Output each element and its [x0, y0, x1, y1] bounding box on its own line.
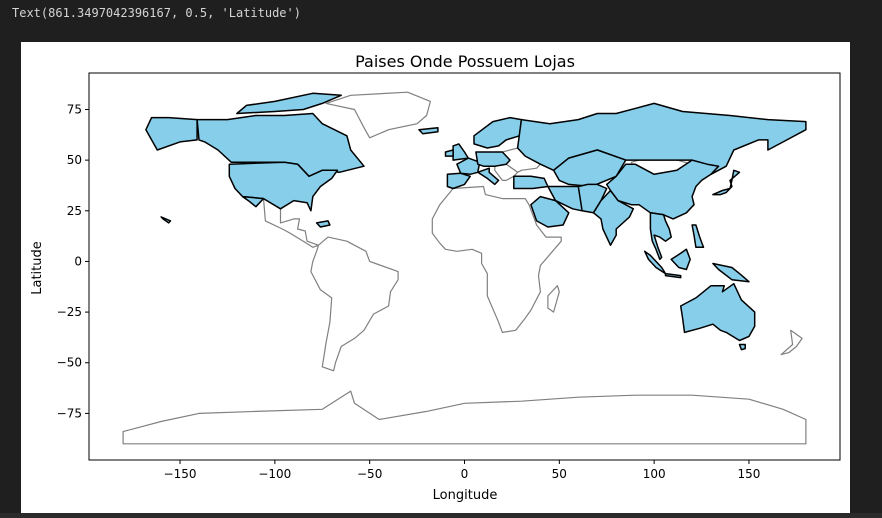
x-tick-label: −100 — [258, 467, 291, 481]
x-axis-label: Longitude — [433, 488, 498, 503]
country-japan — [712, 169, 741, 196]
country-arctic-islands — [236, 92, 342, 115]
country-alaska — [145, 116, 198, 151]
country-turkey — [513, 175, 549, 190]
x-axis-ticks: −150 −100 −50 0 50 100 150 — [164, 460, 761, 481]
country-tasmania — [738, 343, 746, 351]
y-tick-label: −75 — [57, 406, 82, 420]
country-philippines — [691, 224, 705, 249]
x-tick-label: 0 — [461, 467, 469, 481]
y-tick-label: −50 — [57, 356, 82, 370]
cell-output-text: Text(861.3497042396167, 0.5, 'Latitude') — [12, 6, 301, 20]
country-ireland — [444, 149, 454, 157]
country-madagascar — [547, 285, 560, 313]
map-chart: Paises Onde Possuem Lojas −150 −100 −50 0 50… — [30, 52, 841, 503]
country-china — [605, 159, 720, 220]
country-afghanistan-pakistan — [577, 183, 608, 214]
country-sumatra — [643, 250, 667, 275]
country-south-america — [310, 236, 399, 372]
country-australia — [679, 282, 756, 342]
x-tick-label: 150 — [738, 467, 761, 481]
y-tick-label: −25 — [57, 305, 82, 319]
country-saudi-arabia — [530, 195, 570, 228]
country-india — [592, 189, 635, 246]
y-axis-label: Latitude — [30, 241, 45, 295]
map-figure: Paises Onde Possuem Lojas −150 −100 −50 0 50… — [21, 42, 850, 513]
country-hawaii — [160, 216, 172, 224]
country-uk — [452, 143, 470, 161]
x-tick-label: 50 — [552, 467, 567, 481]
y-axis-ticks: 75 50 25 0 −25 −50 −75 — [57, 102, 89, 420]
non-highlighted-countries — [122, 91, 807, 445]
x-tick-label: −50 — [357, 467, 382, 481]
country-iberia — [446, 172, 471, 190]
country-borneo — [670, 248, 691, 271]
country-iceland — [418, 126, 439, 135]
x-tick-label: 100 — [643, 467, 666, 481]
y-tick-label: 75 — [67, 102, 82, 116]
y-tick-label: 25 — [67, 204, 82, 218]
country-antarctica — [122, 390, 807, 445]
country-balkans — [494, 163, 519, 181]
highlighted-countries — [145, 92, 807, 351]
country-canada — [196, 112, 365, 178]
country-indochina — [649, 212, 672, 261]
country-scandinavia — [473, 116, 523, 149]
country-italy — [477, 167, 500, 186]
country-java — [664, 272, 682, 279]
country-new-zealand — [780, 329, 803, 356]
country-africa — [431, 185, 562, 333]
y-tick-label: 50 — [67, 153, 82, 167]
x-tick-label: −150 — [164, 467, 197, 481]
y-tick-label: 0 — [74, 254, 82, 268]
cell-bottom-bar — [0, 513, 882, 518]
country-central-europe — [475, 151, 511, 167]
country-usa — [228, 161, 339, 212]
chart-title: Paises Onde Possuem Lojas — [355, 52, 575, 71]
country-greenland — [325, 91, 431, 139]
country-france — [456, 157, 481, 176]
country-caribbean — [315, 220, 331, 228]
country-mexico-tip — [241, 195, 265, 208]
country-new-guinea — [712, 262, 750, 283]
